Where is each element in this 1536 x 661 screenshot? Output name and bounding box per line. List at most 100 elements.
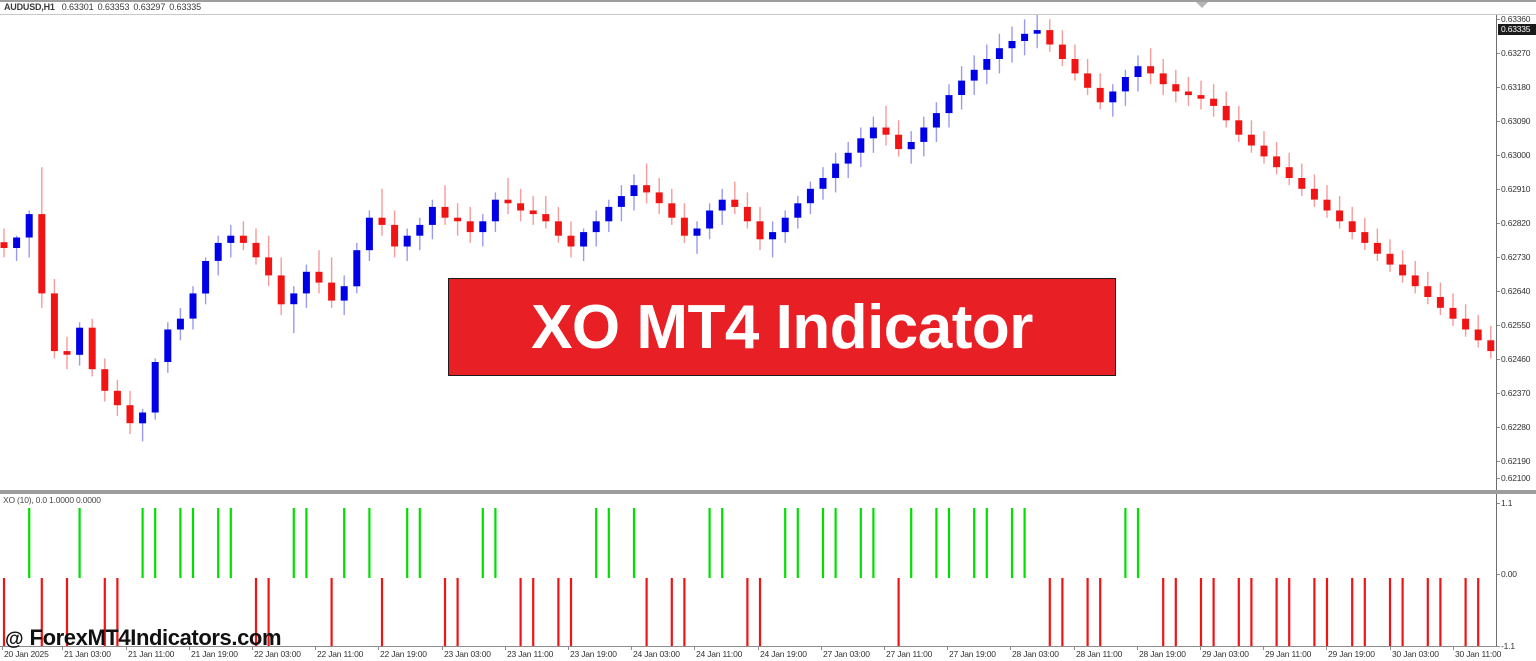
indicator-scale[interactable]: 1.1 0.00 -1.1 xyxy=(1497,494,1536,661)
candle-body xyxy=(1184,91,1192,96)
time-tick-mark xyxy=(821,647,822,650)
candle-body xyxy=(1197,95,1205,99)
tick-dash xyxy=(1497,257,1500,258)
tick-dash xyxy=(1497,223,1500,224)
price-tick-label: 0.62280 xyxy=(1497,422,1531,432)
price-chart-pane[interactable] xyxy=(0,15,1497,490)
tick-dash xyxy=(1497,155,1500,156)
candle-body xyxy=(731,199,739,207)
candle-body xyxy=(302,271,310,294)
time-axis-label: 27 Jan 19:00 xyxy=(949,649,996,659)
candlestick-canvas xyxy=(0,15,1495,442)
tick-dash xyxy=(1497,121,1500,122)
time-axis-label: 20 Jan 2025 xyxy=(4,649,49,659)
time-axis-label: 21 Jan 03:00 xyxy=(64,649,111,659)
time-axis-label: 23 Jan 11:00 xyxy=(507,649,554,659)
candle-body xyxy=(479,221,487,233)
banner-title: XO MT4 Indicator xyxy=(531,292,1033,362)
candle-body xyxy=(428,206,436,225)
candle-body xyxy=(668,203,676,218)
tick-dash xyxy=(1497,478,1500,479)
candle-body xyxy=(353,250,361,287)
candle-body xyxy=(1147,66,1155,74)
time-axis-label: 27 Jan 03:00 xyxy=(823,649,870,659)
candle-body xyxy=(504,199,512,204)
candle-body xyxy=(164,329,172,362)
candle-body xyxy=(1436,297,1444,308)
tick-dash xyxy=(1497,189,1500,190)
candle-body xyxy=(441,206,449,218)
candle-body xyxy=(403,235,411,247)
candle-body xyxy=(1348,221,1356,233)
time-tick-mark xyxy=(2,647,3,650)
time-axis-label: 21 Jan 19:00 xyxy=(191,649,238,659)
time-tick-mark xyxy=(126,647,127,650)
candle-body xyxy=(1134,66,1142,77)
price-tick-label: 0.62820 xyxy=(1497,218,1531,228)
candle-body xyxy=(630,185,638,196)
candle-body xyxy=(1298,178,1306,189)
time-axis[interactable]: 20 Jan 2025 21 Jan 03:00 21 Jan 11:00 21 Ja… xyxy=(0,646,1501,661)
pane-divider[interactable] xyxy=(0,490,1536,494)
ohlc-value: 0.63301 xyxy=(61,2,94,12)
indicator-tick-label: 1.1 xyxy=(1497,498,1512,508)
tick-dash xyxy=(1497,291,1500,292)
price-tick-label: 0.63000 xyxy=(1497,150,1531,160)
candle-body xyxy=(454,217,462,222)
candle-body xyxy=(113,390,121,406)
price-tick-label: 0.62190 xyxy=(1497,456,1531,466)
ohlc-value: 0.63335 xyxy=(169,2,202,12)
title-banner: XO MT4 Indicator xyxy=(448,278,1116,376)
candle-body xyxy=(1096,87,1104,103)
time-tick-mark xyxy=(505,647,506,650)
candle-body xyxy=(819,178,827,189)
candle-body xyxy=(1058,44,1066,59)
time-axis-label: 24 Jan 19:00 xyxy=(760,649,807,659)
time-tick-mark xyxy=(631,647,632,650)
time-tick-mark xyxy=(1263,647,1264,650)
candle-body xyxy=(340,286,348,301)
time-axis-label: 30 Jan 11:00 xyxy=(1455,649,1502,659)
candle-body xyxy=(63,351,71,355)
candle-body xyxy=(983,59,991,70)
price-tick-label: 0.62460 xyxy=(1497,354,1531,364)
symbol-label: AUDUSD,H1 xyxy=(4,2,55,12)
candle-body xyxy=(857,138,865,153)
candle-body xyxy=(1424,286,1432,297)
time-axis-label: 27 Jan 11:00 xyxy=(886,649,933,659)
candle-body xyxy=(25,214,33,238)
time-tick-mark xyxy=(1326,647,1327,650)
candle-body xyxy=(252,242,260,258)
time-axis-label: 22 Jan 19:00 xyxy=(380,649,427,659)
time-axis-label: 24 Jan 03:00 xyxy=(633,649,680,659)
candle-body xyxy=(706,210,714,229)
chart-scroll-marker-icon[interactable] xyxy=(1196,2,1208,8)
time-axis-label: 23 Jan 03:00 xyxy=(444,649,491,659)
candle-body xyxy=(743,206,751,222)
tick-dash xyxy=(1497,53,1500,54)
price-tick-label: 0.63270 xyxy=(1497,48,1531,58)
candle-body xyxy=(176,318,184,330)
price-scale[interactable]: 0.63360 0.63270 0.63180 0.63090 0.63000 0.629… xyxy=(1497,14,1536,490)
price-tick-label: 0.63180 xyxy=(1497,82,1531,92)
candle-body xyxy=(101,369,109,391)
candle-body xyxy=(643,185,651,193)
time-tick-mark xyxy=(884,647,885,650)
time-axis-label: 30 Jan 03:00 xyxy=(1392,649,1439,659)
candle-body xyxy=(189,293,197,319)
candle-body xyxy=(794,203,802,218)
indicator-pane[interactable]: XO (10), 0.0 1.0000 0.0000 xyxy=(0,494,1497,661)
ohlc-values: 0.63301 0.63353 0.63297 0.63335 xyxy=(62,2,205,12)
tick-dash xyxy=(1497,87,1500,88)
price-tick-label: 0.62640 xyxy=(1497,286,1531,296)
time-tick-mark xyxy=(252,647,253,650)
candle-body xyxy=(378,217,386,225)
candle-body xyxy=(76,327,84,355)
candle-body xyxy=(1033,30,1041,34)
candle-body xyxy=(1260,145,1268,157)
candle-body xyxy=(995,48,1003,59)
candle-body xyxy=(920,127,928,142)
candle-body xyxy=(542,214,550,222)
candle-body xyxy=(945,95,953,114)
candle-body xyxy=(126,405,134,424)
